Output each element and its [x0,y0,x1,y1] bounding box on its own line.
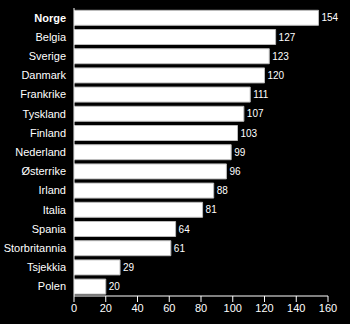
svg-text:123: 123 [272,51,289,62]
svg-text:60: 60 [163,302,175,314]
svg-text:Finland: Finland [30,127,66,139]
svg-text:140: 140 [287,302,305,314]
svg-text:120: 120 [255,302,273,314]
svg-text:154: 154 [321,12,338,23]
svg-text:103: 103 [241,128,258,139]
svg-text:107: 107 [247,108,264,119]
svg-text:Norge: Norge [34,12,66,24]
svg-text:Polen: Polen [38,280,66,292]
svg-text:111: 111 [253,89,269,100]
svg-text:Danmark: Danmark [21,69,66,81]
svg-text:96: 96 [229,166,241,177]
svg-text:Italia: Italia [43,204,67,216]
svg-text:Østerrike: Østerrike [21,165,66,177]
svg-text:100: 100 [224,302,242,314]
svg-text:40: 40 [131,302,143,314]
svg-text:Tyskland: Tyskland [23,108,66,120]
svg-text:Irland: Irland [38,184,66,196]
svg-text:80: 80 [195,302,207,314]
svg-text:160: 160 [319,302,337,314]
svg-text:Storbritannia: Storbritannia [8,242,67,254]
svg-text:88: 88 [217,185,229,196]
svg-text:Belgia: Belgia [35,31,66,43]
svg-text:81: 81 [206,204,218,215]
svg-text:64: 64 [179,224,191,235]
svg-text:20: 20 [100,302,112,314]
svg-text:Sverige: Sverige [29,50,66,62]
svg-text:20: 20 [109,281,121,292]
svg-text:Nederland: Nederland [15,146,66,158]
svg-text:29: 29 [123,262,135,273]
svg-text:Spania: Spania [32,223,67,235]
svg-text:99: 99 [234,147,246,158]
svg-text:0: 0 [71,302,77,314]
svg-text:Tsjekkia: Tsjekkia [27,261,67,273]
svg-text:Frankrike: Frankrike [20,88,66,100]
svg-text:61: 61 [174,243,186,254]
svg-text:120: 120 [268,70,285,81]
svg-text:127: 127 [279,32,296,43]
